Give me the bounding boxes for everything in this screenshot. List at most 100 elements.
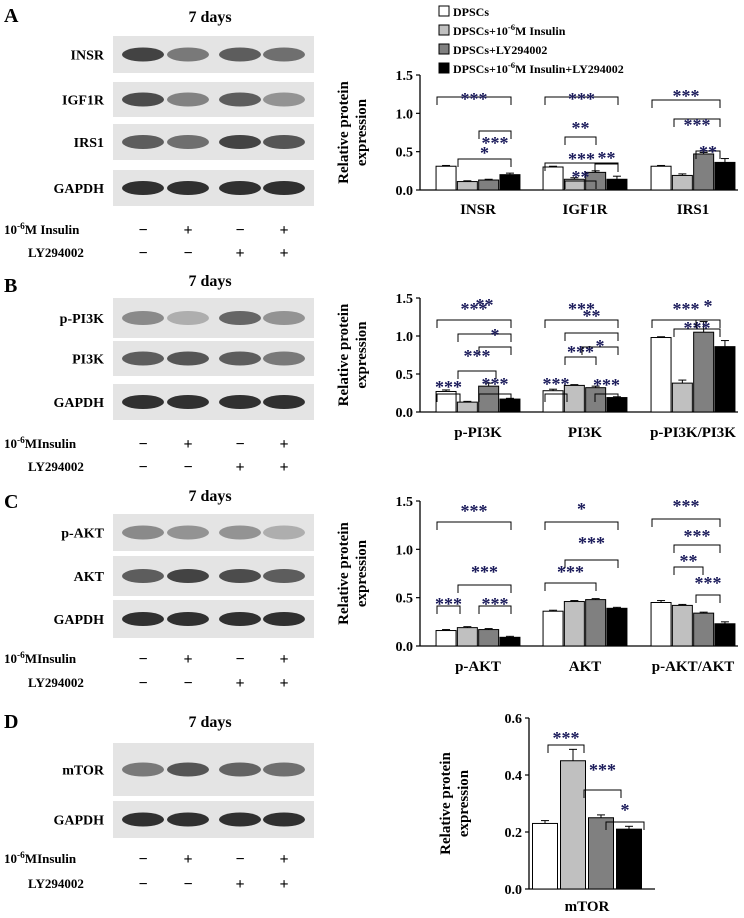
blot-band — [122, 812, 164, 827]
significance-stars: *** — [553, 728, 580, 748]
bar — [714, 623, 736, 647]
insulin-mark: − — [138, 851, 147, 868]
significance-bracket — [695, 319, 721, 328]
insulin-mark: + — [183, 651, 192, 668]
band-label: GAPDH — [53, 613, 104, 628]
blot-band — [219, 181, 261, 195]
insulin-mark: + — [279, 222, 288, 239]
ly-mark: + — [279, 459, 288, 476]
blot-band — [263, 612, 305, 626]
band-label: IRS1 — [74, 136, 104, 151]
significance-stars: *** — [589, 760, 616, 780]
insulin-mark: − — [235, 436, 244, 453]
significance-bracket — [436, 393, 461, 402]
legend-swatch — [438, 24, 450, 36]
bar — [435, 165, 457, 191]
bar — [714, 161, 736, 191]
significance-bracket — [478, 346, 512, 355]
blot-title: 7 days — [188, 9, 231, 26]
significance-bracket — [547, 744, 585, 753]
legend-swatch — [438, 62, 450, 74]
ly-mark: + — [279, 876, 288, 893]
panel-D: D 7 days mTOR GAPDH 10-6MInsulin LY294002 − + − +… — [4, 711, 314, 893]
blot-band — [263, 47, 305, 62]
significance-stars: *** — [471, 562, 498, 582]
blot-band — [219, 762, 261, 777]
bar — [456, 181, 478, 191]
significance-bracket — [478, 605, 512, 614]
significance-bracket — [436, 96, 512, 105]
significance-bracket — [673, 118, 721, 127]
ly-mark: − — [138, 459, 147, 476]
significance-stars: * — [491, 325, 500, 345]
bar — [606, 178, 628, 191]
bar — [435, 630, 457, 647]
blot-band — [263, 762, 305, 777]
blot-strip — [113, 514, 314, 551]
band-label: IGF1R — [62, 94, 105, 109]
significance-bracket — [564, 356, 597, 365]
blot-band — [263, 395, 305, 409]
insulin-mark: − — [138, 651, 147, 668]
blot-band — [263, 812, 305, 827]
blot-band — [219, 92, 261, 107]
significance-bracket — [605, 821, 645, 830]
blot-band — [219, 47, 261, 62]
significance-bracket — [673, 566, 704, 575]
bar — [588, 817, 614, 890]
chart-D: 0.0 0.2 0.4 0.6 Relative protein expression mT… — [438, 712, 655, 915]
blot-band — [167, 812, 209, 827]
significance-stars: *** — [568, 149, 595, 169]
significance-bracket — [544, 393, 568, 402]
significance-bracket — [673, 328, 721, 337]
significance-bracket — [478, 393, 512, 402]
significance-bracket — [544, 582, 597, 591]
significance-bracket — [457, 333, 512, 342]
blot-band — [263, 351, 305, 366]
category-label: p-AKT — [455, 659, 501, 675]
blot-band — [167, 569, 209, 583]
blot-band — [167, 351, 209, 366]
significance-stars: *** — [567, 342, 594, 362]
blot-strip — [113, 298, 314, 338]
insulin-label: 10-6MInsulin — [4, 851, 77, 866]
blot-band — [167, 135, 209, 149]
panel-letter: B — [4, 275, 17, 297]
significance-stars: *** — [435, 594, 462, 614]
panel-B: B 7 days p-PI3K PI3K GAPDH 10-6MInsulin LY2940… — [4, 273, 314, 476]
significance-bracket — [544, 96, 619, 105]
bar — [671, 382, 693, 413]
blot-band — [122, 612, 164, 626]
category-label: p-PI3K — [454, 425, 502, 441]
y-axis-label: Relative protein expression — [438, 752, 472, 855]
y-tick-label: 1.0 — [396, 330, 414, 345]
chart-A: 0.0 0.5 1.0 1.5 Relative protein expression IN… — [336, 69, 738, 218]
bar — [456, 627, 478, 647]
ly-mark: − — [138, 876, 147, 893]
blot-band — [167, 311, 209, 325]
bar — [650, 337, 672, 413]
blot-band — [219, 135, 261, 149]
blot-band — [263, 92, 305, 107]
chart-C: 0.0 0.5 1.0 1.5 Relative protein expression p-… — [336, 495, 738, 675]
ly-mark: + — [235, 245, 244, 262]
significance-stars: *** — [673, 86, 700, 106]
bar — [714, 346, 736, 413]
y-tick-label: 0.5 — [396, 592, 414, 607]
significance-bracket — [564, 559, 619, 568]
significance-bracket — [478, 130, 512, 139]
insulin-mark: + — [279, 436, 288, 453]
band-label: PI3K — [72, 353, 104, 368]
legend: DPSCs DPSCs+10-6M Insulin DPSCs+LY294002 DP… — [438, 5, 624, 76]
blot-band — [122, 92, 164, 107]
band-label: AKT — [74, 570, 105, 585]
significance-bracket — [581, 346, 619, 355]
ly-mark: + — [279, 245, 288, 262]
blot-band — [219, 351, 261, 366]
panel-letter: D — [4, 711, 18, 733]
y-tick-label: 0.2 — [505, 826, 523, 841]
significance-bracket — [457, 370, 497, 379]
significance-stars: *** — [684, 115, 711, 135]
significance-stars: *** — [461, 501, 488, 521]
y-tick-label: 0.0 — [396, 640, 414, 655]
